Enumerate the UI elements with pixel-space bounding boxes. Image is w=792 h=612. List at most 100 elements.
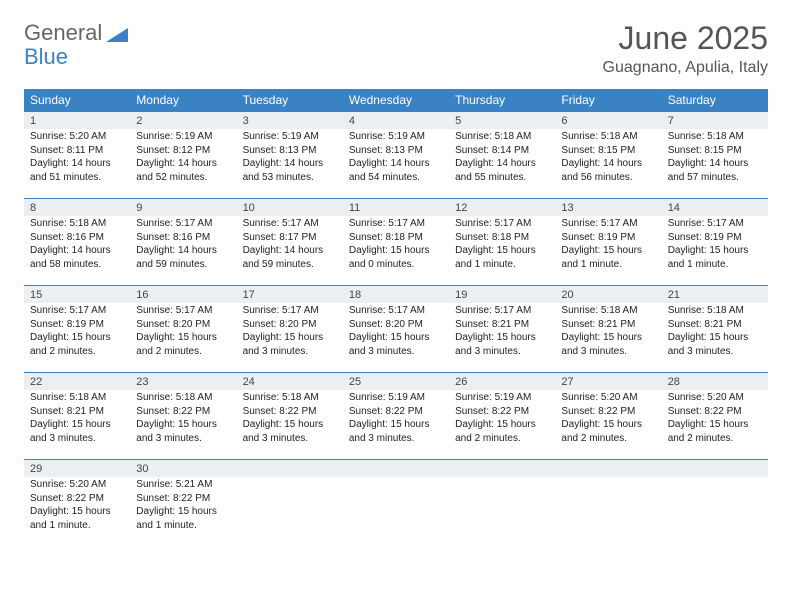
day-number: 9 (130, 199, 236, 216)
calendar-cell: 8Sunrise: 5:18 AMSunset: 8:16 PMDaylight… (24, 199, 130, 286)
calendar-cell: 15Sunrise: 5:17 AMSunset: 8:19 PMDayligh… (24, 286, 130, 373)
day-number: 11 (343, 199, 449, 216)
day-info: Sunrise: 5:20 AMSunset: 8:11 PMDaylight:… (24, 129, 130, 190)
calendar-cell: 7Sunrise: 5:18 AMSunset: 8:15 PMDaylight… (662, 112, 768, 199)
calendar-cell: 19Sunrise: 5:17 AMSunset: 8:21 PMDayligh… (449, 286, 555, 373)
weekday-header: Tuesday (237, 89, 343, 112)
calendar-cell (555, 460, 661, 547)
weekday-header: Sunday (24, 89, 130, 112)
day-info: Sunrise: 5:17 AMSunset: 8:21 PMDaylight:… (449, 303, 555, 364)
day-number: 26 (449, 373, 555, 390)
calendar-cell: 21Sunrise: 5:18 AMSunset: 8:21 PMDayligh… (662, 286, 768, 373)
calendar-cell: 24Sunrise: 5:18 AMSunset: 8:22 PMDayligh… (237, 373, 343, 460)
day-info: Sunrise: 5:17 AMSunset: 8:19 PMDaylight:… (662, 216, 768, 277)
day-number: 21 (662, 286, 768, 303)
day-info: Sunrise: 5:20 AMSunset: 8:22 PMDaylight:… (662, 390, 768, 451)
day-number: 27 (555, 373, 661, 390)
day-info: Sunrise: 5:17 AMSunset: 8:16 PMDaylight:… (130, 216, 236, 277)
day-info: Sunrise: 5:19 AMSunset: 8:12 PMDaylight:… (130, 129, 236, 190)
calendar-cell: 12Sunrise: 5:17 AMSunset: 8:18 PMDayligh… (449, 199, 555, 286)
day-info: Sunrise: 5:18 AMSunset: 8:15 PMDaylight:… (555, 129, 661, 190)
calendar-cell: 11Sunrise: 5:17 AMSunset: 8:18 PMDayligh… (343, 199, 449, 286)
calendar-cell: 6Sunrise: 5:18 AMSunset: 8:15 PMDaylight… (555, 112, 661, 199)
day-number: 3 (237, 112, 343, 129)
day-info: Sunrise: 5:21 AMSunset: 8:22 PMDaylight:… (130, 477, 236, 538)
weekday-header: Friday (555, 89, 661, 112)
day-info: Sunrise: 5:17 AMSunset: 8:18 PMDaylight:… (343, 216, 449, 277)
calendar-cell: 27Sunrise: 5:20 AMSunset: 8:22 PMDayligh… (555, 373, 661, 460)
day-info: Sunrise: 5:18 AMSunset: 8:14 PMDaylight:… (449, 129, 555, 190)
day-number: 1 (24, 112, 130, 129)
day-number: 14 (662, 199, 768, 216)
calendar-cell: 13Sunrise: 5:17 AMSunset: 8:19 PMDayligh… (555, 199, 661, 286)
calendar-cell: 14Sunrise: 5:17 AMSunset: 8:19 PMDayligh… (662, 199, 768, 286)
day-number: 17 (237, 286, 343, 303)
day-number: 30 (130, 460, 236, 477)
day-number: 24 (237, 373, 343, 390)
day-number: 16 (130, 286, 236, 303)
day-number: 4 (343, 112, 449, 129)
day-number: 23 (130, 373, 236, 390)
day-info: Sunrise: 5:19 AMSunset: 8:13 PMDaylight:… (343, 129, 449, 190)
calendar-cell (343, 460, 449, 547)
calendar-cell: 16Sunrise: 5:17 AMSunset: 8:20 PMDayligh… (130, 286, 236, 373)
day-info: Sunrise: 5:17 AMSunset: 8:19 PMDaylight:… (24, 303, 130, 364)
logo-icon (106, 24, 128, 42)
day-number: 25 (343, 373, 449, 390)
day-info: Sunrise: 5:18 AMSunset: 8:21 PMDaylight:… (24, 390, 130, 451)
calendar-cell: 9Sunrise: 5:17 AMSunset: 8:16 PMDaylight… (130, 199, 236, 286)
calendar-cell: 4Sunrise: 5:19 AMSunset: 8:13 PMDaylight… (343, 112, 449, 199)
day-info: Sunrise: 5:18 AMSunset: 8:15 PMDaylight:… (662, 129, 768, 190)
day-info: Sunrise: 5:17 AMSunset: 8:19 PMDaylight:… (555, 216, 661, 277)
day-number: 20 (555, 286, 661, 303)
day-number: 19 (449, 286, 555, 303)
calendar-cell: 10Sunrise: 5:17 AMSunset: 8:17 PMDayligh… (237, 199, 343, 286)
calendar-cell: 29Sunrise: 5:20 AMSunset: 8:22 PMDayligh… (24, 460, 130, 547)
day-info: Sunrise: 5:20 AMSunset: 8:22 PMDaylight:… (24, 477, 130, 538)
weekday-header: Saturday (662, 89, 768, 112)
logo: General (24, 20, 130, 46)
day-number: 12 (449, 199, 555, 216)
calendar-cell: 3Sunrise: 5:19 AMSunset: 8:13 PMDaylight… (237, 112, 343, 199)
calendar-cell: 30Sunrise: 5:21 AMSunset: 8:22 PMDayligh… (130, 460, 236, 547)
calendar-cell: 28Sunrise: 5:20 AMSunset: 8:22 PMDayligh… (662, 373, 768, 460)
calendar-cell: 17Sunrise: 5:17 AMSunset: 8:20 PMDayligh… (237, 286, 343, 373)
logo-text-1: General (24, 20, 102, 46)
day-number: 2 (130, 112, 236, 129)
location-label: Guagnano, Apulia, Italy (603, 59, 768, 77)
calendar-cell (449, 460, 555, 547)
calendar-cell: 22Sunrise: 5:18 AMSunset: 8:21 PMDayligh… (24, 373, 130, 460)
day-number: 18 (343, 286, 449, 303)
calendar-cell: 20Sunrise: 5:18 AMSunset: 8:21 PMDayligh… (555, 286, 661, 373)
day-number: 13 (555, 199, 661, 216)
calendar-cell (662, 460, 768, 547)
calendar-cell: 26Sunrise: 5:19 AMSunset: 8:22 PMDayligh… (449, 373, 555, 460)
day-info: Sunrise: 5:17 AMSunset: 8:20 PMDaylight:… (237, 303, 343, 364)
day-number: 8 (24, 199, 130, 216)
calendar-cell: 23Sunrise: 5:18 AMSunset: 8:22 PMDayligh… (130, 373, 236, 460)
day-number: 22 (24, 373, 130, 390)
day-number: 10 (237, 199, 343, 216)
weekday-header: Monday (130, 89, 236, 112)
day-info: Sunrise: 5:20 AMSunset: 8:22 PMDaylight:… (555, 390, 661, 451)
day-info: Sunrise: 5:18 AMSunset: 8:21 PMDaylight:… (555, 303, 661, 364)
day-number: 28 (662, 373, 768, 390)
calendar-cell: 5Sunrise: 5:18 AMSunset: 8:14 PMDaylight… (449, 112, 555, 199)
day-number: 15 (24, 286, 130, 303)
calendar-cell: 2Sunrise: 5:19 AMSunset: 8:12 PMDaylight… (130, 112, 236, 199)
day-info: Sunrise: 5:18 AMSunset: 8:16 PMDaylight:… (24, 216, 130, 277)
day-info: Sunrise: 5:18 AMSunset: 8:22 PMDaylight:… (130, 390, 236, 451)
day-info: Sunrise: 5:17 AMSunset: 8:18 PMDaylight:… (449, 216, 555, 277)
day-info: Sunrise: 5:17 AMSunset: 8:17 PMDaylight:… (237, 216, 343, 277)
day-number: 6 (555, 112, 661, 129)
calendar-cell: 1Sunrise: 5:20 AMSunset: 8:11 PMDaylight… (24, 112, 130, 199)
day-number: 7 (662, 112, 768, 129)
calendar-cell (237, 460, 343, 547)
day-info: Sunrise: 5:18 AMSunset: 8:21 PMDaylight:… (662, 303, 768, 364)
logo-text-2: Blue (24, 44, 68, 70)
day-number: 29 (24, 460, 130, 477)
calendar-cell: 18Sunrise: 5:17 AMSunset: 8:20 PMDayligh… (343, 286, 449, 373)
day-info: Sunrise: 5:18 AMSunset: 8:22 PMDaylight:… (237, 390, 343, 451)
weekday-header: Thursday (449, 89, 555, 112)
month-title: June 2025 (603, 20, 768, 57)
